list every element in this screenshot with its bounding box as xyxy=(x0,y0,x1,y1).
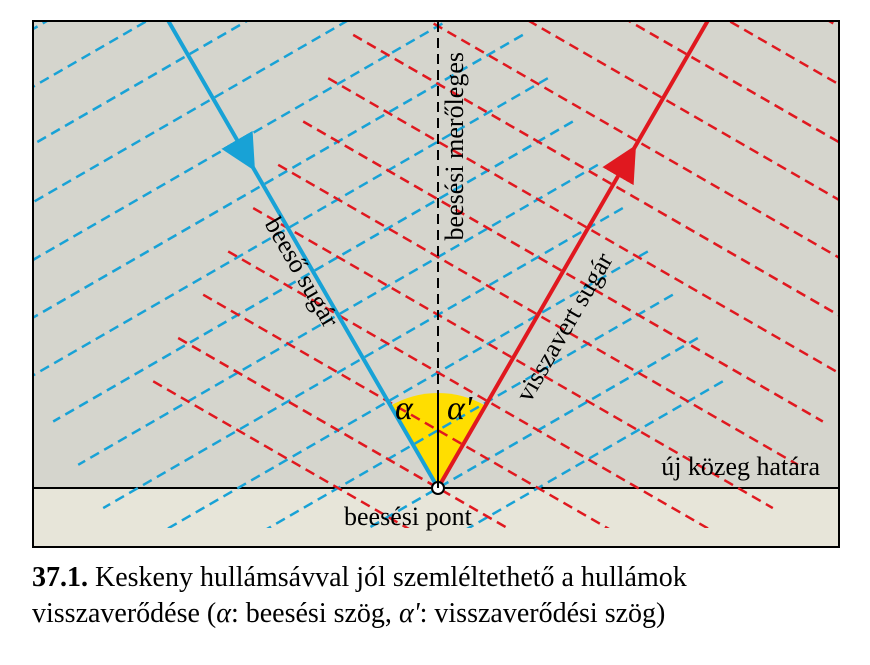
label-boundary: új közeg határa xyxy=(661,452,820,482)
label-normal: beesési merőleges xyxy=(440,52,470,240)
caption-alpha: α xyxy=(216,598,231,629)
caption-text-2: : beesési szög, xyxy=(231,598,399,629)
reflection-diagram: új közeg határa beesési pont beesési mer… xyxy=(32,20,840,548)
label-alpha-prime: α' xyxy=(447,390,472,428)
figure-caption: 37.1. Keskeny hullámsávval jól szemlélte… xyxy=(32,560,840,633)
label-incidence-point: beesési pont xyxy=(344,502,472,532)
caption-alpha-prime: α' xyxy=(399,598,420,629)
label-alpha: α xyxy=(395,390,413,428)
figure-number: 37.1. xyxy=(32,562,88,593)
caption-text-3: : visszaverődési szög) xyxy=(420,598,666,629)
